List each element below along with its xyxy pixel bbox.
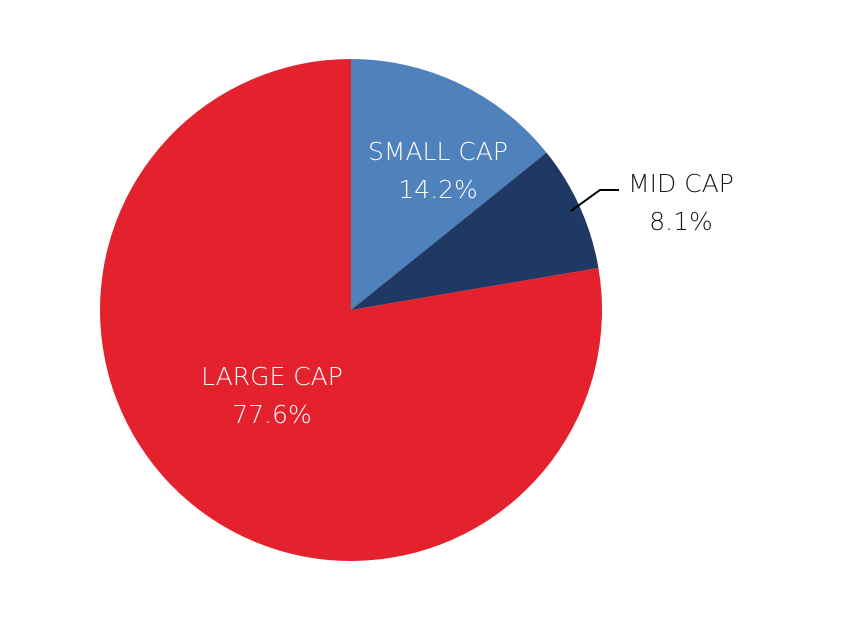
slice-label-small-cap: SMALL CAP xyxy=(368,137,508,166)
slice-value-large-cap: 77.6% xyxy=(232,400,311,429)
pie-slice-mid-cap xyxy=(351,152,599,310)
slice-value-mid-cap: 8.1% xyxy=(649,207,713,236)
slice-value-small-cap: 14.2% xyxy=(398,175,477,204)
slice-label-large-cap: LARGE CAP xyxy=(201,362,343,391)
mid-cap-leader-line xyxy=(570,189,619,212)
pie-slices xyxy=(100,59,603,561)
slice-label-mid-cap: MID CAP xyxy=(628,169,734,198)
pie-labels: SMALL CAP 14.2% MID CAP 8.1% LARGE CAP 7… xyxy=(201,137,734,429)
pie-slice-small-cap xyxy=(351,59,547,310)
pie-slice-large-cap xyxy=(100,59,603,561)
